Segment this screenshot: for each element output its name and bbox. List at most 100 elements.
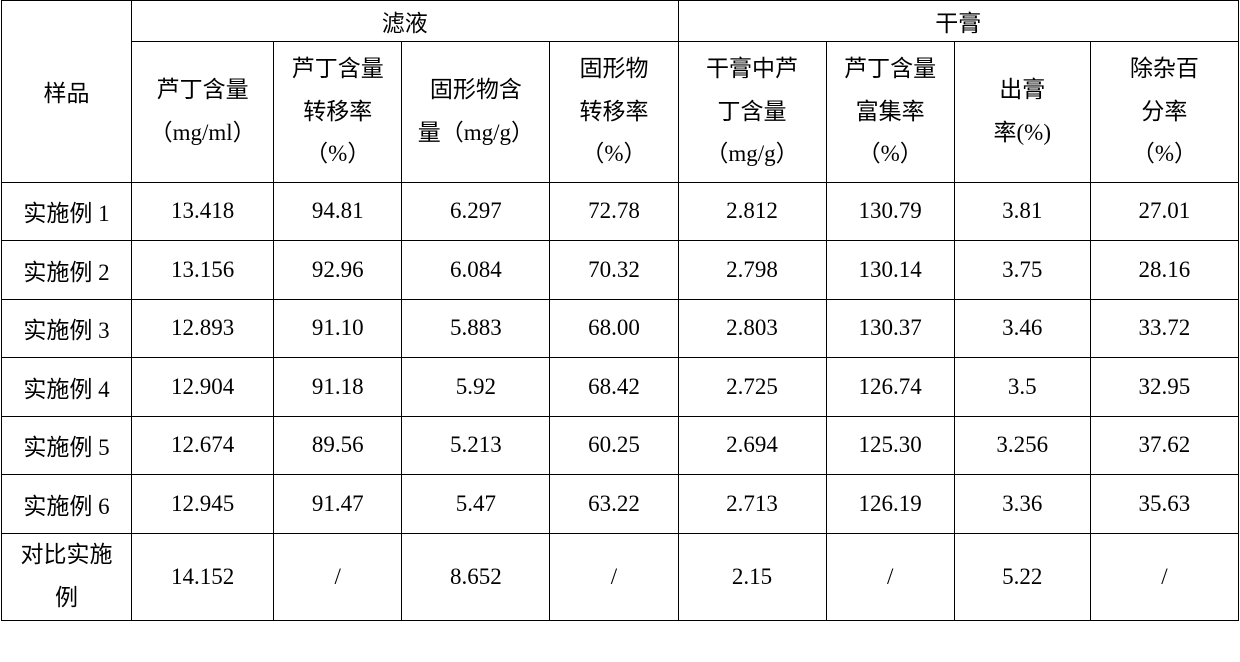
cell-value: 12.674	[132, 416, 274, 475]
cell-value: 2.725	[678, 358, 826, 417]
header-row-1: 样品 滤液 干膏	[2, 1, 1239, 42]
col-solid-transfer: 固形物 转移率 （%）	[550, 42, 678, 183]
label-line: （mg/ml）	[150, 120, 256, 145]
cell-value: 5.213	[402, 416, 550, 475]
cell-value: 2.694	[678, 416, 826, 475]
cell-value: 14.152	[132, 533, 274, 620]
cell-value: 3.36	[954, 475, 1090, 534]
cell-name: 实施例 2	[2, 241, 132, 300]
cell-value: 126.19	[826, 475, 954, 534]
cell-value: 28.16	[1090, 241, 1238, 300]
cell-value: 72.78	[550, 182, 678, 241]
cell-value: 12.893	[132, 299, 274, 358]
cell-value: 130.14	[826, 241, 954, 300]
cell-value: 89.56	[274, 416, 402, 475]
col-impurity-pct: 除杂百 分率 （%）	[1090, 42, 1238, 183]
cell-name: 实施例 6	[2, 475, 132, 534]
table-body: 实施例 1 13.418 94.81 6.297 72.78 2.812 130…	[2, 182, 1239, 620]
col-group-filtrate: 滤液	[132, 1, 678, 42]
cell-value: 94.81	[274, 182, 402, 241]
label-line: （%）	[305, 141, 370, 166]
cell-value: 91.47	[274, 475, 402, 534]
label-line: 干膏中芦	[706, 56, 798, 81]
col-sample: 样品	[2, 1, 132, 183]
cell-value: 130.79	[826, 182, 954, 241]
col-paste-rutin: 干膏中芦 丁含量 （mg/g）	[678, 42, 826, 183]
cell-value: 3.75	[954, 241, 1090, 300]
label-line: 富集率	[856, 99, 925, 124]
cell-value: 12.945	[132, 475, 274, 534]
cell-value: 68.42	[550, 358, 678, 417]
cell-value: 3.81	[954, 182, 1090, 241]
cell-value: 5.47	[402, 475, 550, 534]
cell-value: 8.652	[402, 533, 550, 620]
cell-name: 对比实施 例	[2, 533, 132, 620]
cell-value: 13.418	[132, 182, 274, 241]
cell-value: 2.812	[678, 182, 826, 241]
label-line: （%）	[858, 141, 923, 166]
cell-value: 63.22	[550, 475, 678, 534]
label-line: 对比实施	[21, 542, 113, 567]
label-line: 芦丁含量	[157, 77, 249, 102]
table-row: 实施例 3 12.893 91.10 5.883 68.00 2.803 130…	[2, 299, 1239, 358]
table-row: 实施例 4 12.904 91.18 5.92 68.42 2.725 126.…	[2, 358, 1239, 417]
cell-value: 3.256	[954, 416, 1090, 475]
label-line: 量（mg/g）	[418, 120, 534, 145]
cell-name: 实施例 3	[2, 299, 132, 358]
label-line: 除杂百	[1130, 56, 1199, 81]
cell-value: 130.37	[826, 299, 954, 358]
label-line: 转移率	[579, 99, 648, 124]
label-line: 率(%)	[994, 120, 1051, 145]
label-line: 转移率	[303, 99, 372, 124]
cell-value: 91.18	[274, 358, 402, 417]
col-rutin-content: 芦丁含量 （mg/ml）	[132, 42, 274, 183]
cell-value: 2.798	[678, 241, 826, 300]
col-rutin-transfer: 芦丁含量 转移率 （%）	[274, 42, 402, 183]
cell-value: /	[274, 533, 402, 620]
cell-name: 实施例 1	[2, 182, 132, 241]
col-paste-yield: 出膏 率(%)	[954, 42, 1090, 183]
cell-value: /	[550, 533, 678, 620]
table-row: 实施例 5 12.674 89.56 5.213 60.25 2.694 125…	[2, 416, 1239, 475]
cell-value: 35.63	[1090, 475, 1238, 534]
cell-value: /	[826, 533, 954, 620]
table-row: 实施例 1 13.418 94.81 6.297 72.78 2.812 130…	[2, 182, 1239, 241]
cell-value: 27.01	[1090, 182, 1238, 241]
cell-value: 92.96	[274, 241, 402, 300]
data-table: 样品 滤液 干膏 芦丁含量 （mg/ml） 芦丁含量 转移率 （%） 固形物	[1, 0, 1239, 621]
cell-value: 125.30	[826, 416, 954, 475]
table-row: 实施例 2 13.156 92.96 6.084 70.32 2.798 130…	[2, 241, 1239, 300]
label-line: 出膏	[999, 77, 1045, 102]
cell-value: 5.883	[402, 299, 550, 358]
cell-value: 6.084	[402, 241, 550, 300]
label-line: （%）	[581, 141, 646, 166]
cell-value: 3.46	[954, 299, 1090, 358]
label-line: 丁含量	[718, 99, 787, 124]
col-rutin-enrich: 芦丁含量 富集率 （%）	[826, 42, 954, 183]
cell-value: 12.904	[132, 358, 274, 417]
table-row: 实施例 6 12.945 91.47 5.47 63.22 2.713 126.…	[2, 475, 1239, 534]
cell-value: 126.74	[826, 358, 954, 417]
cell-value: 68.00	[550, 299, 678, 358]
cell-value: 6.297	[402, 182, 550, 241]
cell-value: 32.95	[1090, 358, 1238, 417]
cell-value: 5.92	[402, 358, 550, 417]
cell-value: 5.22	[954, 533, 1090, 620]
label-line: （mg/g）	[705, 141, 798, 166]
cell-value: 3.5	[954, 358, 1090, 417]
cell-value: 33.72	[1090, 299, 1238, 358]
cell-name: 实施例 4	[2, 358, 132, 417]
label-line: 芦丁含量	[844, 56, 936, 81]
cell-value: 91.10	[274, 299, 402, 358]
cell-value: 60.25	[550, 416, 678, 475]
cell-value: 37.62	[1090, 416, 1238, 475]
cell-value: /	[1090, 533, 1238, 620]
cell-value: 2.713	[678, 475, 826, 534]
cell-value: 2.803	[678, 299, 826, 358]
label-line: 固形物含	[430, 77, 522, 102]
col-group-paste: 干膏	[678, 1, 1239, 42]
header-row-2: 芦丁含量 （mg/ml） 芦丁含量 转移率 （%） 固形物含 量（mg/g）	[2, 42, 1239, 183]
label-line: （%）	[1132, 141, 1197, 166]
label-line: 分率	[1141, 99, 1187, 124]
cell-value: 70.32	[550, 241, 678, 300]
